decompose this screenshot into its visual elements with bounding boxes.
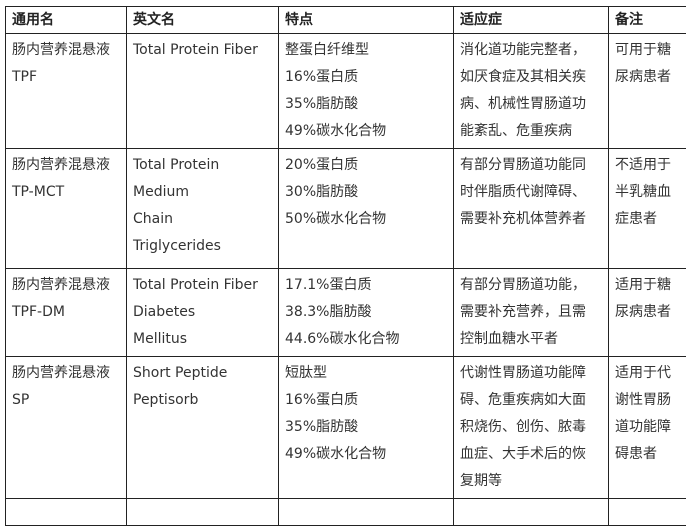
features-line: 50%碳水化合物 [285, 206, 447, 233]
features-line: 20%蛋白质 [285, 152, 447, 179]
english-name-line: Total Protein Fiber [133, 37, 272, 64]
indication-line: 消化道功能完整者， [460, 37, 602, 64]
english-name-line: Short Peptide [133, 360, 272, 387]
cell-indication: 消化道功能完整者，如厌食症及其相关疾病、机械性胃肠道功能紊乱、危重疾病 [454, 34, 609, 149]
features-line: 35%脂肪酸 [285, 414, 447, 441]
english-name-line: Diabetes [133, 299, 272, 326]
english-name-line: Chain [133, 206, 272, 233]
header-note: 备注 [609, 7, 686, 34]
generic-name-line: TP-MCT [12, 179, 120, 206]
cell-note: 可用于糖尿病患者 [609, 34, 686, 149]
features-line: 44.6%碳水化合物 [285, 326, 447, 353]
indication-line: 时伴脂质代谢障碍、 [460, 179, 602, 206]
note-line: 症患者 [615, 206, 680, 233]
cell-indication: 有部分胃肠道功能，需要补充营养，且需控制血糖水平者 [454, 269, 609, 357]
features-line: 17.1%蛋白质 [285, 272, 447, 299]
header-row: 通用名 英文名 特点 适应症 备注 [6, 7, 686, 34]
cell-note: 适用于糖尿病患者 [609, 269, 686, 357]
generic-name-line: TPF-DM [12, 299, 120, 326]
indication-line: 复期等 [460, 468, 602, 495]
indication-line: 控制血糖水平者 [460, 326, 602, 353]
indication-line: 碍、危重疾病如大面 [460, 387, 602, 414]
cell-empty [454, 499, 609, 526]
cell-indication: 有部分胃肠道功能同时伴脂质代谢障碍、需要补充机体营养者 [454, 149, 609, 269]
cell-empty [279, 499, 454, 526]
header-features: 特点 [279, 7, 454, 34]
note-line: 谢性胃肠 [615, 387, 680, 414]
indication-line: 需要补充营养，且需 [460, 299, 602, 326]
features-line: 整蛋白纤维型 [285, 37, 447, 64]
table-row-partial [6, 499, 686, 526]
english-name-line: Total Protein [133, 152, 272, 179]
note-line: 碍患者 [615, 441, 680, 468]
english-name-line: Mellitus [133, 326, 272, 353]
english-name-line: Medium [133, 179, 272, 206]
english-name-line: Total Protein Fiber [133, 272, 272, 299]
features-line: 短肽型 [285, 360, 447, 387]
indication-line: 积烧伤、创伤、脓毒 [460, 414, 602, 441]
note-line: 道功能障 [615, 414, 680, 441]
generic-name-line: 肠内营养混悬液 [12, 152, 120, 179]
indication-line: 血症、大手术后的恢 [460, 441, 602, 468]
indication-line: 有部分胃肠道功能， [460, 272, 602, 299]
indication-line: 有部分胃肠道功能同 [460, 152, 602, 179]
header-english-name: 英文名 [127, 7, 279, 34]
note-line: 适用于代 [615, 360, 680, 387]
note-line: 不适用于 [615, 152, 680, 179]
features-line: 35%脂肪酸 [285, 91, 447, 118]
cell-indication: 代谢性胃肠道功能障碍、危重疾病如大面积烧伤、创伤、脓毒血症、大手术后的恢复期等 [454, 357, 609, 499]
indication-line: 代谢性胃肠道功能障 [460, 360, 602, 387]
header-generic-name: 通用名 [6, 7, 127, 34]
cell-note: 适用于代谢性胃肠道功能障碍患者 [609, 357, 686, 499]
english-name-line: Peptisorb [133, 387, 272, 414]
cell-english-name: Total Protein Fiber [127, 34, 279, 149]
note-line: 半乳糖血 [615, 179, 680, 206]
indication-line: 需要补充机体营养者 [460, 206, 602, 233]
features-line: 16%蛋白质 [285, 64, 447, 91]
indication-line: 如厌食症及其相关疾 [460, 64, 602, 91]
generic-name-line: 肠内营养混悬液 [12, 37, 120, 64]
features-line: 38.3%脂肪酸 [285, 299, 447, 326]
note-line: 尿病患者 [615, 299, 680, 326]
indication-line: 能紊乱、危重疾病 [460, 118, 602, 145]
header-indication: 适应症 [454, 7, 609, 34]
generic-name-line: SP [12, 387, 120, 414]
cell-note: 不适用于半乳糖血症患者 [609, 149, 686, 269]
features-line: 30%脂肪酸 [285, 179, 447, 206]
cell-empty [6, 499, 127, 526]
features-line: 49%碳水化合物 [285, 441, 447, 468]
english-name-line: Triglycerides [133, 233, 272, 260]
note-line: 可用于糖 [615, 37, 680, 64]
cell-empty [609, 499, 686, 526]
cell-empty [127, 499, 279, 526]
generic-name-line: TPF [12, 64, 120, 91]
generic-name-line: 肠内营养混悬液 [12, 272, 120, 299]
features-line: 16%蛋白质 [285, 387, 447, 414]
indication-line: 病、机械性胃肠道功 [460, 91, 602, 118]
note-line: 适用于糖 [615, 272, 680, 299]
features-line: 49%碳水化合物 [285, 118, 447, 145]
note-line: 尿病患者 [615, 64, 680, 91]
generic-name-line: 肠内营养混悬液 [12, 360, 120, 387]
